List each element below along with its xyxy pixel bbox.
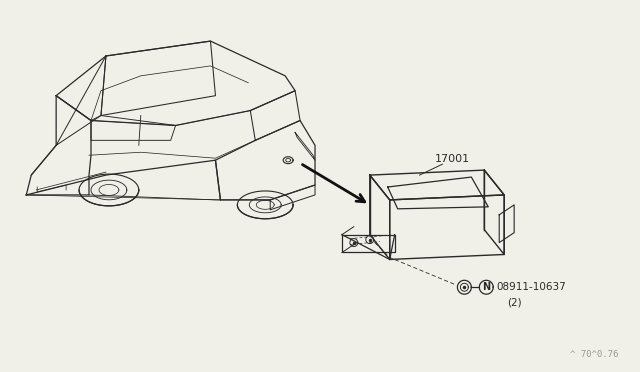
Text: 17001: 17001 (435, 154, 470, 164)
Text: 08911-10637: 08911-10637 (496, 282, 566, 292)
Text: (2): (2) (507, 297, 522, 307)
Text: ^ 70^0.76: ^ 70^0.76 (570, 350, 619, 359)
Text: N: N (482, 282, 490, 292)
